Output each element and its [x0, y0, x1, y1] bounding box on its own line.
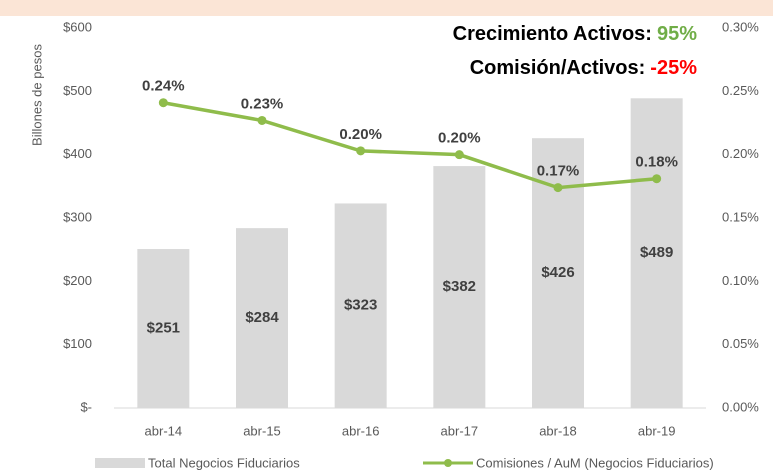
legend-marker: [444, 459, 452, 467]
y2-tick-label: 0.15%: [722, 209, 759, 224]
line-value-label: 0.20%: [438, 130, 481, 147]
annotation-value: -25%: [650, 57, 697, 79]
x-tick-label: abr-15: [243, 423, 281, 438]
x-tick-label: abr-14: [145, 423, 183, 438]
bar: [630, 98, 683, 409]
line-value-label: 0.17%: [537, 163, 580, 180]
bar-value-label: $251: [147, 319, 180, 336]
y2-tick-label: 0.25%: [722, 83, 759, 98]
line-marker: [356, 146, 366, 156]
y-tick-label: $200: [63, 273, 92, 288]
y-tick-label: $300: [63, 209, 92, 224]
y-tick-label: $-: [80, 399, 92, 414]
line-marker: [652, 174, 662, 184]
bar: [137, 249, 190, 408]
legend-label: Total Negocios Fiduciarios: [148, 455, 300, 470]
line-value-label: 0.20%: [339, 126, 382, 143]
annotation-value: 95%: [657, 23, 697, 45]
y-tick-label: $400: [63, 146, 92, 161]
y2-tick-label: 0.30%: [722, 19, 759, 34]
legend-swatch: [95, 458, 145, 468]
x-tick-label: abr-19: [638, 423, 676, 438]
bar-value-label: $284: [245, 309, 279, 326]
line-value-label: 0.18%: [635, 154, 678, 171]
x-tick-label: abr-16: [342, 423, 380, 438]
y-tick-label: $500: [63, 83, 92, 98]
y2-tick-label: 0.20%: [722, 146, 759, 161]
bar: [433, 166, 486, 408]
bar: [236, 228, 288, 408]
line-marker: [454, 150, 464, 160]
annotation: Crecimiento Activos: 95%: [453, 23, 698, 45]
line: [163, 101, 657, 190]
y2-tick-label: 0.00%: [722, 399, 759, 414]
line-marker: [158, 98, 168, 108]
bar-value-label: $426: [541, 264, 574, 281]
annotation-text: Crecimiento Activos:: [453, 23, 652, 45]
line-value-label: 0.24%: [142, 78, 185, 95]
x-tick-label: abr-17: [441, 423, 479, 438]
legend-label: Comisiones / AuM (Negocios Fiduciarios): [476, 455, 714, 470]
y-tick-label: $600: [63, 19, 92, 34]
y-axis-label: Billones de pesos: [29, 44, 44, 146]
line-value-label: 0.23%: [241, 95, 284, 112]
bar-value-label: $323: [344, 297, 377, 314]
y2-tick-label: 0.05%: [722, 336, 759, 351]
bar-value-label: $382: [443, 278, 476, 295]
line-marker: [257, 115, 267, 125]
top-band: [0, 0, 773, 16]
annotation-text: Comisión/Activos:: [470, 57, 646, 79]
bar-value-label: $489: [640, 244, 673, 261]
y2-tick-label: 0.10%: [722, 273, 759, 288]
line-marker: [553, 183, 563, 193]
y-tick-label: $100: [63, 336, 92, 351]
x-tick-label: abr-18: [539, 423, 577, 438]
bar: [334, 203, 387, 408]
annotation: Comisión/Activos: -25%: [470, 57, 697, 79]
